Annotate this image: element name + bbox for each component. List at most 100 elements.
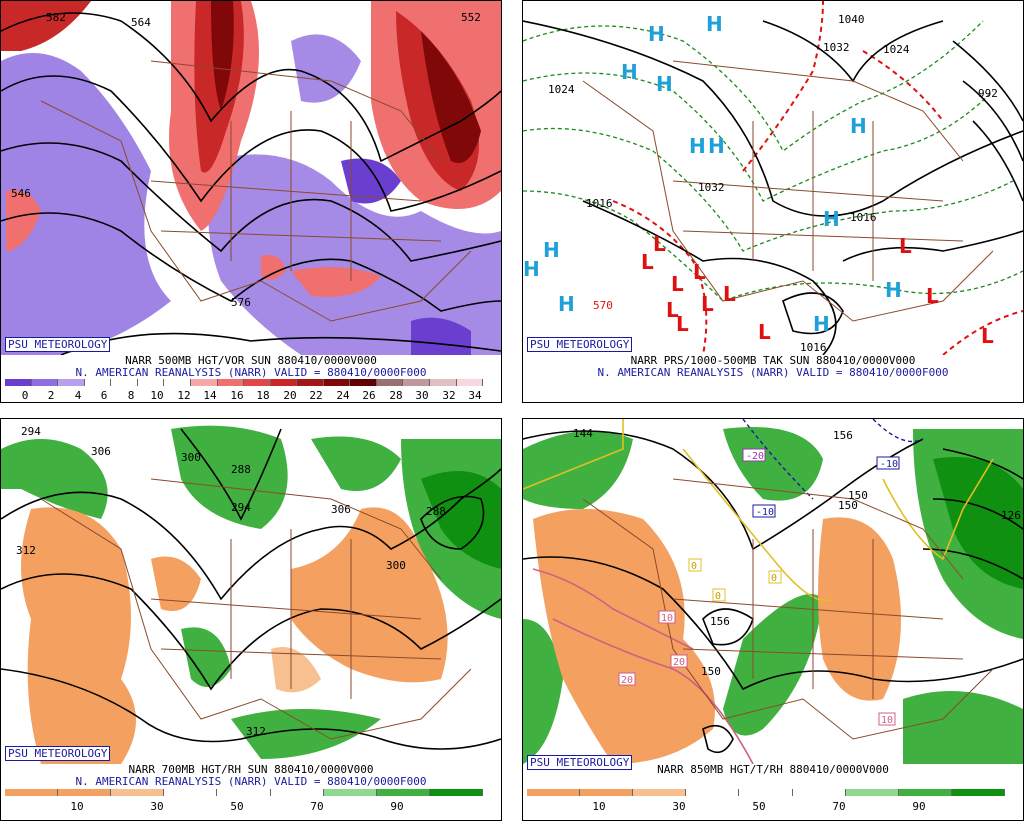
- colorbar-label: 70: [310, 800, 324, 813]
- contour-label-546: 546: [11, 187, 31, 200]
- colorbar-segment: [323, 789, 377, 796]
- panel-700mb-height-rh: 294 306 300 288 294 306 312 300 288 312 …: [0, 418, 502, 821]
- colorbar-segment: [376, 379, 404, 386]
- contour-label: 312: [246, 725, 266, 738]
- psu-meteorology-badge: PSU METEOROLOGY: [5, 746, 111, 761]
- contour-label: 300: [181, 451, 201, 464]
- low-pressure-symbol: L: [701, 292, 714, 316]
- contour-label: 150: [848, 489, 868, 502]
- colorbar-segment: [217, 789, 271, 796]
- temperature-label: -10: [880, 459, 898, 470]
- colorbar-segment: [31, 379, 59, 386]
- colorbar-labels: 10 30 50 70 90: [527, 800, 1005, 813]
- colorbar-segment: [297, 379, 324, 386]
- colorbar-label: 10: [592, 800, 606, 813]
- colorbar-label: 70: [832, 800, 846, 813]
- colorbar-label: 26: [362, 389, 376, 402]
- title-line-2: N. AMERICAN REANALYSIS (NARR) VALID = 88…: [75, 775, 427, 788]
- contour-label: 150: [701, 665, 721, 678]
- colorbar-segment: [58, 789, 112, 796]
- low-pressure-symbol: L: [671, 272, 684, 296]
- high-pressure-symbol: H: [648, 22, 665, 46]
- colorbar-label: 22: [309, 389, 323, 402]
- map-500mb-svg: 582 564 552 576 546: [1, 1, 501, 355]
- colorbar-segment: [244, 379, 271, 386]
- colorbar-segment: [190, 379, 218, 386]
- contour-label: 156: [833, 429, 853, 442]
- title-line-1: NARR PRS/1000-500MB TAK SUN 880410/0000V…: [630, 354, 916, 367]
- map-pressure: H H H H H H H H H H H H H L L L L L L: [523, 1, 1023, 355]
- colorbar-labels: 10 30 50 70 90: [5, 800, 483, 813]
- colorbar-label: 90: [912, 800, 926, 813]
- contour-label: 294: [21, 425, 41, 438]
- colorbar-segment: [376, 789, 430, 796]
- high-pressure-symbol: H: [558, 292, 575, 316]
- contour-label: 1040: [838, 13, 865, 26]
- contour-label-552: 552: [461, 11, 481, 24]
- colorbar-label: 10: [150, 389, 164, 402]
- colorbar-segment: [580, 789, 634, 796]
- low-pressure-symbol: L: [653, 232, 666, 256]
- contour-label-582: 582: [46, 11, 66, 24]
- colorbar-segment: [111, 789, 165, 796]
- high-pressure-symbol: H: [850, 114, 867, 138]
- colorbar-segment: [792, 789, 846, 796]
- temperature-label: 0: [691, 561, 697, 572]
- colorbar-label: 6: [100, 389, 108, 402]
- high-pressure-symbol: H: [656, 72, 673, 96]
- colorbar-label: 30: [415, 389, 429, 402]
- contour-label: 1024: [883, 43, 910, 56]
- temperature-label: -20: [746, 451, 764, 462]
- colorbar-label: 10: [70, 800, 84, 813]
- contour-label: 288: [231, 463, 251, 476]
- temperature-label: 20: [621, 675, 633, 686]
- colorbar-label: 30: [150, 800, 164, 813]
- high-pressure-symbol: H: [813, 312, 830, 336]
- contour-label: 294: [231, 501, 251, 514]
- map-850mb: 144 156 150 150 126 156 150 -20 -10 -10 …: [523, 419, 1023, 764]
- colorbar-segment: [5, 379, 32, 386]
- contour-label: 1016: [850, 211, 877, 224]
- colorbar-segment: [430, 379, 457, 386]
- colorbar-segment: [429, 789, 483, 796]
- colorbar-segment: [527, 789, 581, 796]
- contour-label: 306: [91, 445, 111, 458]
- contour-label: 992: [978, 87, 998, 100]
- map-500mb: 582 564 552 576 546: [1, 1, 501, 355]
- map-pressure-svg: H H H H H H H H H H H H H L L L L L L: [523, 1, 1023, 355]
- colorbar-segment: [686, 789, 740, 796]
- map-700mb: 294 306 300 288 294 306 312 300 288 312: [1, 419, 501, 764]
- thickness-label: 570: [593, 299, 613, 312]
- map-850mb-svg: 144 156 150 150 126 156 150 -20 -10 -10 …: [523, 419, 1023, 764]
- temperature-label: 20: [673, 657, 685, 668]
- colorbar-label: 50: [230, 800, 244, 813]
- high-pressure-symbol: H: [885, 278, 902, 302]
- contour-label-576: 576: [231, 296, 251, 309]
- colorbar-segment: [164, 379, 191, 386]
- colorbar-label: 0: [21, 389, 29, 402]
- colorbar-segment: [323, 379, 351, 386]
- colorbar-label: 14: [203, 389, 217, 402]
- colorbar-segment: [403, 379, 430, 386]
- high-pressure-symbol: H: [689, 134, 706, 158]
- panel-850mb-height-temp-rh: 144 156 150 150 126 156 150 -20 -10 -10 …: [522, 418, 1024, 821]
- contour-label: 1016: [586, 197, 613, 210]
- temperature-label: 0: [771, 573, 777, 584]
- contour-label: 1024: [548, 83, 575, 96]
- contour-label: 300: [386, 559, 406, 572]
- contour-label: 288: [426, 505, 446, 518]
- colorbar-segment: [270, 789, 324, 796]
- low-pressure-symbol: L: [693, 260, 706, 284]
- colorbar-segment: [137, 379, 165, 386]
- psu-meteorology-badge: PSU METEOROLOGY: [527, 755, 633, 770]
- colorbar: [527, 789, 1005, 796]
- low-pressure-symbol: L: [899, 234, 912, 258]
- colorbar: [5, 789, 483, 796]
- colorbar-segment: [456, 379, 484, 386]
- contour-label: 1032: [698, 181, 725, 194]
- contour-label: 144: [573, 427, 593, 440]
- high-pressure-symbol: H: [708, 134, 725, 158]
- low-pressure-symbol: L: [981, 324, 994, 348]
- contour-label: 126: [1001, 509, 1021, 522]
- high-pressure-symbol: H: [543, 238, 560, 262]
